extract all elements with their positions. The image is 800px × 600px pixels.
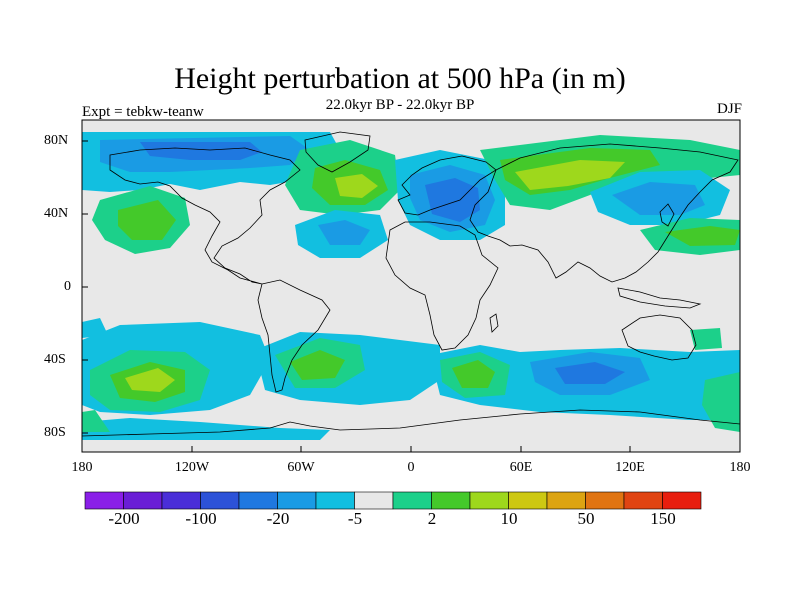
colorbar-swatch [431, 491, 471, 510]
colorbar-tick-label: 150 [650, 509, 676, 528]
map-subtitle: 22.0kyr BP - 22.0kyr BP [325, 97, 475, 113]
contour-band [555, 362, 625, 384]
map-title: Height perturbation at 500 hPa (in m) [174, 62, 626, 95]
colorbar [84, 491, 702, 510]
experiment-label: Expt = tebkw-teanw [82, 104, 204, 120]
lon-label: 120E [615, 460, 645, 475]
colorbar-tick-label: 10 [500, 509, 518, 528]
coastline-japan [659, 203, 675, 227]
coastlines [82, 131, 740, 437]
colorbar-tick-label: 50 [577, 509, 595, 528]
contour-band [82, 318, 108, 338]
lon-label: 60W [287, 460, 315, 475]
contour-band [690, 328, 722, 350]
contour-band [702, 372, 740, 432]
colorbar-swatch [200, 491, 240, 510]
colorbar-swatch [392, 491, 432, 510]
colorbar-tick-label: 2 [427, 509, 437, 528]
contour-band [140, 142, 262, 160]
coastline-africa [385, 221, 499, 351]
colorbar-swatch [161, 491, 201, 510]
contour-band [335, 174, 378, 198]
colorbar-swatch [508, 491, 548, 510]
contour-band [290, 350, 345, 380]
coastline-greenland [304, 131, 371, 173]
colorbar-tick-label: -100 [185, 509, 217, 528]
coastline-antarctica [82, 409, 740, 437]
axis-ticks [81, 140, 741, 452]
colorbar-swatch [84, 491, 124, 510]
lon-label: 180 [71, 460, 93, 475]
contour-band [452, 360, 495, 388]
contour-band [515, 160, 625, 190]
lat-label: 80S [44, 425, 66, 440]
contour-band [82, 410, 110, 432]
contour-band [665, 226, 740, 246]
colorbar-tick-label: -20 [266, 509, 290, 528]
colorbar-swatch [315, 491, 355, 510]
season-label: DJF [716, 101, 742, 117]
contour-fields [82, 132, 740, 440]
lat-label: 40S [44, 352, 66, 367]
coastline-south-america [257, 279, 331, 393]
contour-band [612, 182, 705, 215]
colorbar-tick-label: -5 [347, 509, 363, 528]
contour-band [125, 368, 175, 392]
lon-label: 60E [509, 460, 533, 475]
coastline-indonesia [617, 287, 702, 309]
coastline-asia [469, 143, 739, 283]
colorbar-swatch [585, 491, 625, 510]
lon-label: 180 [729, 460, 751, 475]
contour-band [425, 178, 480, 222]
colorbar-swatch [238, 491, 278, 510]
colorbar-tick-label: -200 [108, 509, 140, 528]
coastline-australia [621, 314, 697, 361]
colorbar-swatch [123, 491, 163, 510]
lat-label: 0 [64, 279, 71, 294]
contour-band [318, 220, 370, 245]
lon-label: 120W [174, 460, 210, 475]
coastline-madagascar [489, 313, 499, 333]
lon-label: 0 [407, 460, 415, 475]
lat-label: 80N [44, 133, 69, 148]
coastline-north-america [109, 147, 301, 285]
lat-label: 40N [44, 206, 69, 221]
colorbar-swatch [623, 491, 663, 510]
colorbar-swatch [277, 491, 317, 510]
colorbar-swatch [354, 491, 394, 510]
contour-band [118, 200, 176, 240]
colorbar-swatch [469, 491, 509, 510]
colorbar-swatch [662, 491, 702, 510]
colorbar-swatch [546, 491, 586, 510]
